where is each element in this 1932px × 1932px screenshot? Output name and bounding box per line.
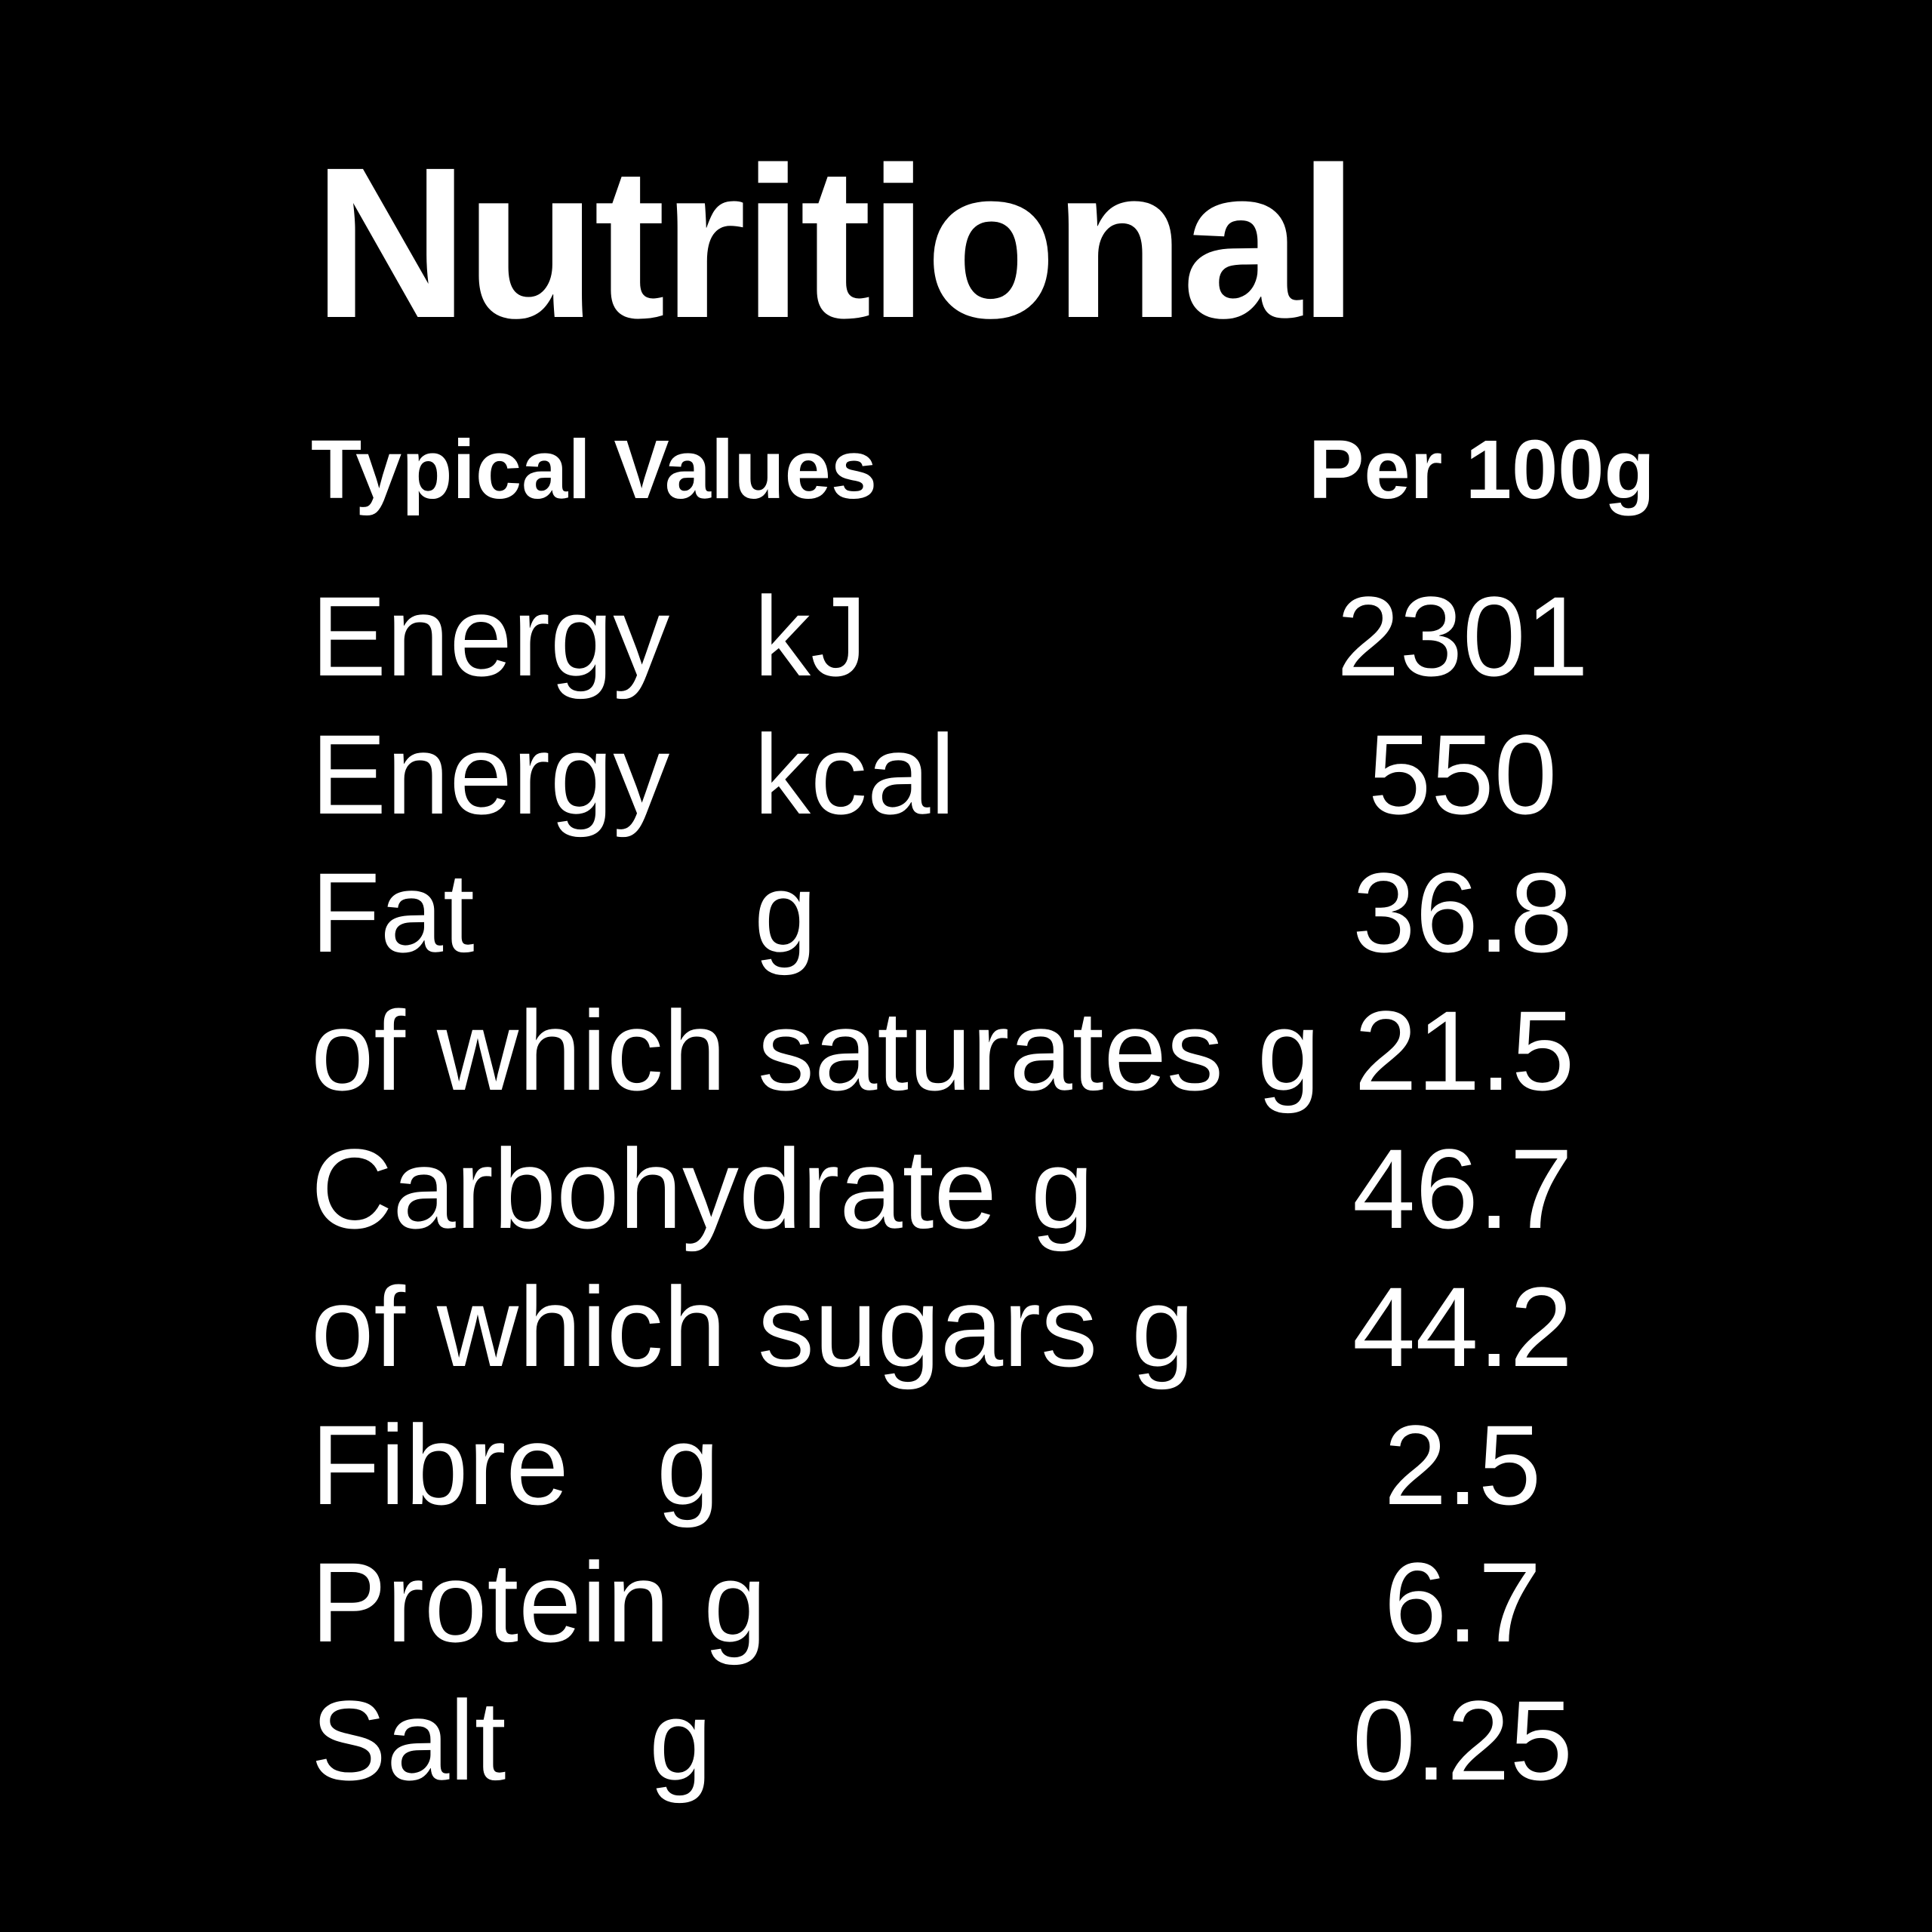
unit: kcal [754,711,955,838]
table-row: Salt g 0.25 [0,1684,1932,1797]
table-row: Energy kJ 2301 [0,580,1932,693]
table-row: Energy kcal 550 [0,718,1932,831]
value: 0.25 [1352,1677,1573,1804]
value: 44.2 [1352,1263,1573,1390]
per-100g-header: Per 100g [1309,423,1655,516]
nutrient-label: Fat [311,849,475,976]
value: 46.7 [1352,1125,1573,1252]
nutrient-label: Carbohydrate [311,1125,997,1252]
table-row: of which sugars g 44.2 [0,1270,1932,1383]
table-row: Protein g 6.7 [0,1546,1932,1659]
typical-values-header: Typical Values [311,423,878,516]
table-row: Fat g 36.8 [0,856,1932,969]
page-title: Nutritional [313,123,1358,363]
nutrient-label: Energy [311,711,670,838]
value: 36.8 [1352,849,1573,976]
table-row: Carbohydrate g 46.7 [0,1132,1932,1245]
unit: kJ [754,573,867,700]
value: 550 [1367,711,1558,838]
unit: g [1131,1263,1195,1390]
value: 2301 [1337,573,1589,700]
value: 6.7 [1383,1539,1542,1666]
table-row: Fibre g 2.5 [0,1408,1932,1521]
unit: g [1257,987,1321,1114]
nutrient-label: Fibre [311,1401,569,1528]
nutrient-label: Salt [311,1677,506,1804]
unit: g [657,1401,720,1528]
value: 21.5 [1354,987,1575,1114]
unit: g [703,1539,767,1666]
nutrient-label: of which sugars [311,1263,1098,1390]
unit: g [649,1677,712,1804]
nutrient-label: Protein [311,1539,670,1666]
unit: g [1030,1125,1094,1252]
value: 2.5 [1383,1401,1542,1528]
nutrient-label: Energy [311,573,670,700]
table-row: of which saturates g 21.5 [0,994,1932,1107]
unit: g [754,849,817,976]
nutrient-label: of which saturates [311,987,1223,1114]
